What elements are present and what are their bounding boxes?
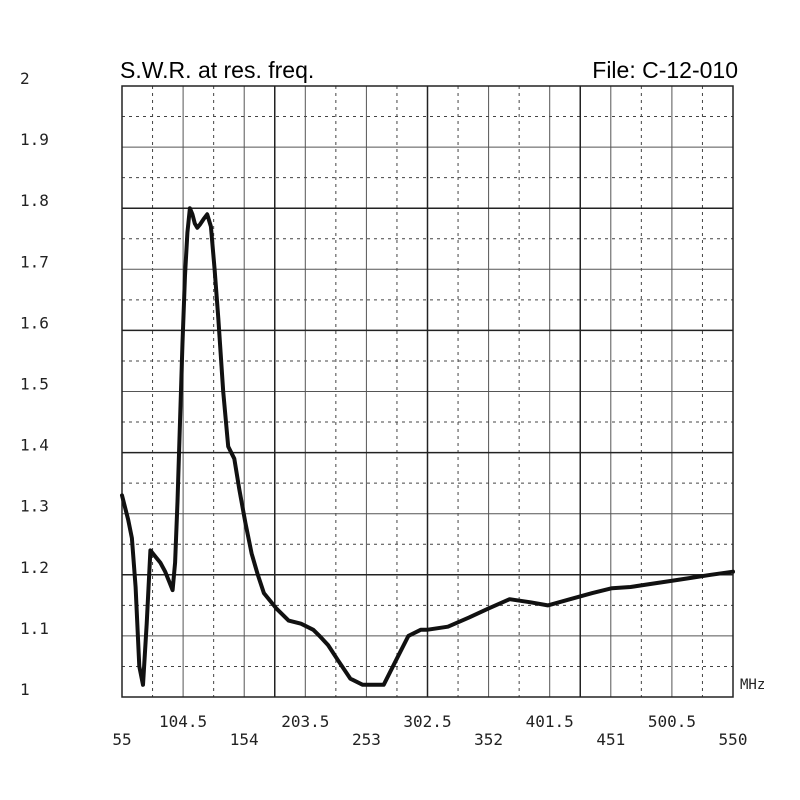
x-tick-label-lower: 55 <box>112 730 131 749</box>
y-tick-label: 1.3 <box>20 497 49 516</box>
x-tick-label-upper: 302.5 <box>403 712 451 731</box>
y-tick-label: 2 <box>20 69 30 88</box>
y-tick-label: 1.2 <box>20 558 49 577</box>
y-tick-label: 1.5 <box>20 375 49 394</box>
x-tick-label-lower: 253 <box>352 730 381 749</box>
y-axis-ticks: 2 1.9 1.8 1.7 1.6 1.5 1.4 1.3 1.2 1.1 1 <box>20 69 49 699</box>
grid-major <box>122 86 733 697</box>
y-tick-label: 1.9 <box>20 130 49 149</box>
x-axis-ticks: 104.5 203.5 302.5 401.5 500.5 55 154 253 352 451 5… <box>112 712 747 749</box>
y-tick-label: 1 <box>20 680 30 699</box>
x-tick-label-lower: 352 <box>474 730 503 749</box>
chart-title: S.W.R. at res. freq. <box>120 57 314 83</box>
y-tick-label: 1.8 <box>20 191 49 210</box>
x-tick-label-lower: 154 <box>230 730 259 749</box>
x-tick-label-lower: 550 <box>719 730 748 749</box>
y-tick-label: 1.7 <box>20 252 49 271</box>
x-tick-label-upper: 401.5 <box>526 712 574 731</box>
y-tick-label: 1.1 <box>20 619 49 638</box>
x-tick-label-upper: 104.5 <box>159 712 207 731</box>
swr-series-line <box>120 206 735 687</box>
x-tick-label-upper: 203.5 <box>281 712 329 731</box>
y-tick-label: 1.6 <box>20 313 49 332</box>
x-tick-label-lower: 451 <box>596 730 625 749</box>
file-label: File: C-12-010 <box>592 57 738 83</box>
series-layer <box>120 206 735 687</box>
plot-frame <box>121 85 734 698</box>
y-tick-label: 1.4 <box>20 436 49 455</box>
x-tick-label-upper: 500.5 <box>648 712 696 731</box>
x-axis-unit: MHz <box>740 677 765 693</box>
